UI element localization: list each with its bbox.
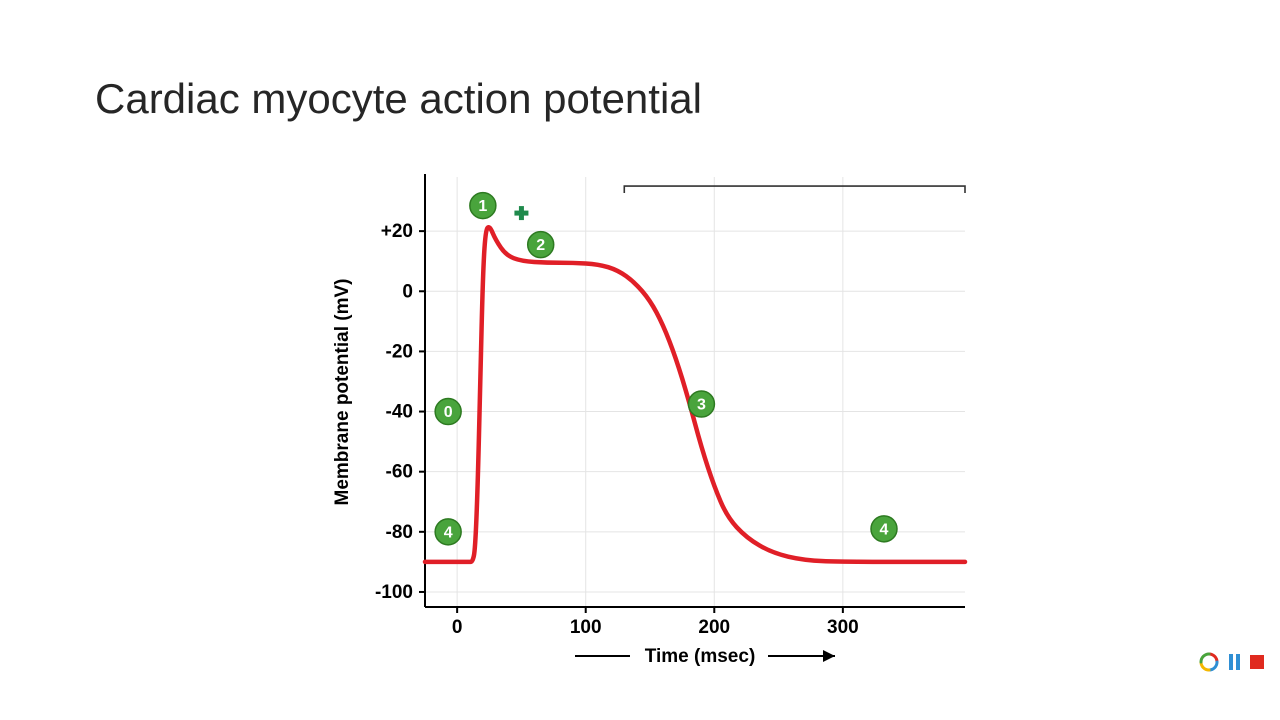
- svg-text:100: 100: [570, 617, 602, 638]
- chart-svg: 0 100 200 300 -100 -80 -60 -40 -20 0 +20 Membrane p…: [330, 172, 970, 667]
- playback-controls: [1199, 652, 1264, 672]
- slide: Cardiac myocyte action potential 0100200…: [0, 0, 1280, 720]
- svg-text:4: 4: [880, 521, 889, 538]
- svg-text:-60: -60: [386, 462, 413, 483]
- svg-text:3: 3: [697, 397, 706, 414]
- svg-text:300: 300: [827, 617, 859, 638]
- svg-text:-80: -80: [386, 522, 413, 543]
- svg-text:0: 0: [402, 281, 413, 302]
- svg-text:-20: -20: [386, 341, 413, 362]
- page-title: Cardiac myocyte action potential: [95, 75, 702, 123]
- svg-text:0: 0: [452, 617, 463, 638]
- svg-text:4: 4: [444, 524, 453, 541]
- svg-text:0: 0: [444, 404, 453, 421]
- stop-icon[interactable]: [1250, 655, 1264, 669]
- svg-text:+20: +20: [381, 221, 413, 242]
- svg-text:2: 2: [536, 237, 545, 254]
- svg-text:-100: -100: [375, 582, 413, 603]
- swirl-icon[interactable]: [1199, 652, 1219, 672]
- svg-text:Membrane potential (mV): Membrane potential (mV): [332, 279, 353, 506]
- svg-text:-40: -40: [386, 402, 413, 423]
- pause-icon[interactable]: [1229, 654, 1240, 670]
- action-potential-chart: 0 100 200 300 -100 -80 -60 -40 -20 0 +20 Membrane p…: [330, 172, 970, 667]
- svg-text:1: 1: [478, 198, 487, 215]
- svg-text:200: 200: [698, 617, 730, 638]
- svg-text:Time (msec): Time (msec): [645, 646, 756, 667]
